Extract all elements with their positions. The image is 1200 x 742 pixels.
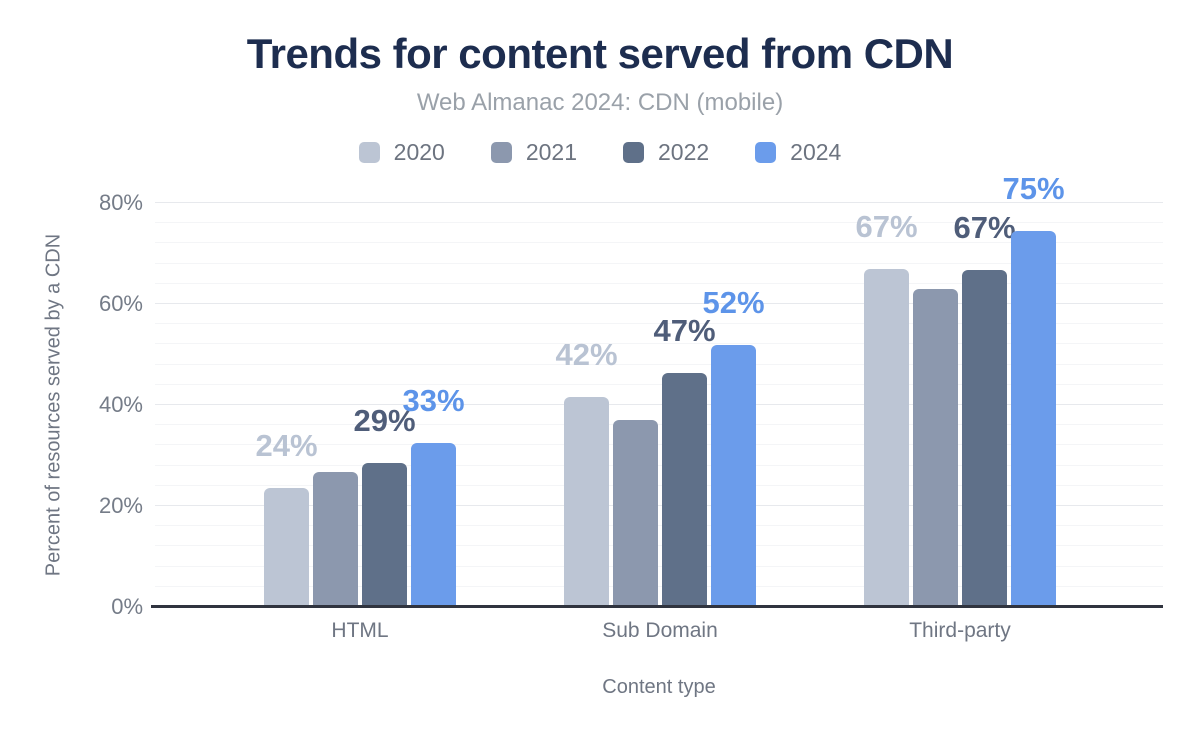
data-label-2022-third-party: 67% [953, 210, 1016, 246]
legend-label: 2024 [790, 139, 842, 165]
bar-2021-third-party [913, 289, 958, 607]
legend-swatch-icon [623, 142, 644, 163]
legend-item-2020: 2020 [358, 139, 445, 166]
gridline-minor [155, 383, 1163, 385]
data-label-2022-sub-domain: 47% [653, 312, 716, 348]
data-label-2020-third-party: 67% [855, 208, 918, 244]
bar-2022-third-party [962, 270, 1007, 607]
gridline-major [155, 202, 1163, 203]
x-category-label-sub-domain: Sub Domain [602, 619, 718, 642]
x-category-label-html: HTML [331, 619, 389, 642]
legend: 2020 2021 2022 2024 [0, 139, 1200, 166]
x-axis-title: Content type [602, 676, 716, 698]
chart-subtitle: Web Almanac 2024: CDN (mobile) [416, 89, 784, 116]
y-tick-label: 20% [98, 493, 143, 518]
gridline-minor [155, 565, 1163, 567]
y-tick-label: 60% [98, 291, 143, 316]
bar-2021-html [313, 471, 358, 607]
gridline-major [155, 505, 1163, 506]
y-tick-label: 80% [98, 190, 143, 215]
chart-title: Trends for content served from CDN [246, 30, 954, 77]
x-axis-line [151, 605, 1163, 608]
gridline-major [155, 404, 1163, 405]
gridline-minor [155, 484, 1163, 486]
legend-swatch-icon [490, 142, 512, 163]
gridline-minor [155, 525, 1163, 527]
bar-2021-sub-domain [613, 420, 658, 607]
legend-swatch-icon [358, 142, 380, 163]
legend-item-2022: 2022 [623, 139, 709, 166]
data-label-2020-html: 24% [255, 428, 318, 464]
gridline-major [155, 303, 1163, 304]
gridline-minor [155, 424, 1163, 426]
gridline-minor [155, 343, 1163, 345]
legend-item-2021: 2021 [490, 139, 577, 166]
data-label-2024-sub-domain: 52% [702, 285, 765, 321]
x-category-label-third-party: Third-party [909, 619, 1011, 642]
gridline-minor [155, 323, 1163, 325]
y-tick-label: 0% [111, 594, 143, 619]
gridline-minor [155, 545, 1163, 547]
y-tick-label: 40% [98, 392, 143, 417]
gridline-minor [155, 444, 1163, 446]
bar-2020-html [264, 488, 309, 607]
gridline-minor [155, 363, 1163, 365]
gridline-minor [155, 585, 1163, 587]
legend-label: 2021 [525, 139, 577, 165]
gridline-minor [155, 464, 1163, 466]
data-label-2022-html: 29% [353, 403, 416, 439]
data-label-2024-html: 33% [402, 382, 465, 418]
plot-area: 24% 29% 33% 42% 47% 52% 67% 67% 75% [155, 173, 1163, 607]
bar-2024-html [411, 442, 456, 607]
legend-swatch-icon [755, 142, 777, 163]
legend-label: 2022 [658, 139, 710, 165]
bar-2020-third-party [864, 268, 909, 607]
gridline-minor [155, 222, 1163, 224]
bar-2022-sub-domain [662, 372, 707, 607]
bar-2020-sub-domain [564, 396, 609, 607]
bar-2024-third-party [1011, 231, 1056, 607]
gridline-minor [155, 282, 1163, 284]
legend-label: 2020 [393, 139, 445, 165]
y-axis-ticks: 0% 20% 40% 60% 80% [0, 190, 143, 619]
data-label-2020-sub-domain: 42% [555, 336, 618, 372]
gridline-minor [155, 262, 1163, 264]
data-label-2024-third-party: 75% [1002, 171, 1065, 207]
bar-2022-html [362, 463, 407, 607]
bar-2024-sub-domain [711, 345, 756, 607]
gridline-minor [155, 242, 1163, 244]
legend-item-2024: 2024 [755, 139, 841, 166]
